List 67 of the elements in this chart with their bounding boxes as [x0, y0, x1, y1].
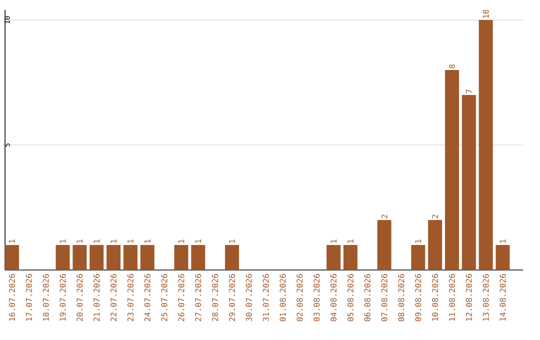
x-tick-label: 25.07.2026	[161, 274, 168, 322]
data-label: 1	[229, 240, 235, 243]
x-tick-label: 10.08.2026	[432, 274, 438, 321]
x-tick-label: 23.07.2026	[127, 274, 134, 322]
bar	[56, 245, 70, 270]
bar	[72, 245, 87, 270]
data-label: 2	[432, 214, 438, 218]
x-tick-label: 20.07.2026	[76, 274, 83, 322]
x-tick-label: 18.07.2026	[42, 274, 49, 321]
data-label: 7	[466, 90, 472, 94]
x-tick-label: 17.07.2026	[26, 274, 32, 321]
data-label: 8	[448, 64, 456, 68]
data-label: 1	[9, 240, 15, 243]
x-tick-label: 31.07.2026	[262, 274, 269, 322]
bar	[90, 245, 104, 270]
data-label: 1	[76, 240, 83, 243]
bar	[478, 20, 493, 270]
x-tick-label: 26.07.2026	[178, 274, 184, 322]
data-label: 1	[330, 240, 336, 243]
x-tick-label: 02.08.2026	[296, 274, 303, 322]
x-tick-label: 14.08.2026	[500, 274, 506, 321]
bar	[326, 245, 341, 270]
x-tick-label: 11.08.2026	[448, 274, 456, 321]
bar	[191, 245, 206, 270]
x-tick-label: 03.08.2026	[314, 274, 320, 322]
bar	[496, 245, 510, 270]
x-tick-label: 06.08.2026	[364, 274, 370, 322]
x-tick-label: 30.07.2026	[246, 274, 252, 322]
x-tick-label: 27.07.2026	[195, 274, 202, 322]
bar	[140, 245, 154, 270]
data-label: 1	[128, 240, 134, 243]
x-tick-label: 09.08.2026	[415, 274, 422, 322]
data-label: 1	[60, 240, 66, 243]
bar	[343, 245, 358, 270]
x-tick-label: 12.08.2026	[466, 274, 472, 321]
bar	[5, 245, 19, 270]
data-label: 2	[381, 214, 388, 218]
bar	[123, 245, 138, 270]
data-label: 1	[94, 240, 100, 243]
x-tick-label: 01.08.2026	[280, 274, 286, 322]
data-label: 1	[195, 240, 202, 243]
x-tick-label: 22.07.2026	[110, 274, 117, 322]
x-tick-label: 19.07.2026	[60, 274, 66, 321]
bar	[444, 70, 459, 270]
data-label: 1	[348, 240, 354, 243]
x-tick-label: 28.07.2026	[212, 274, 218, 322]
x-tick-label: 29.07.2026	[228, 274, 236, 322]
x-tick-label: 24.07.2026	[144, 274, 150, 322]
bar	[428, 220, 442, 270]
x-tick-label: 21.07.2026	[94, 274, 100, 322]
x-tick-label: 04.08.2026	[330, 274, 337, 322]
data-label: 1	[415, 240, 422, 243]
bar	[174, 245, 188, 270]
bar	[411, 245, 426, 270]
data-label: 1	[178, 240, 184, 243]
x-tick-label: 13.08.2026	[482, 274, 489, 321]
x-tick-label: 16.07.2026	[8, 274, 16, 321]
x-tick-label: 07.08.2026	[381, 274, 388, 322]
bar	[377, 220, 392, 270]
data-label: 1	[144, 240, 150, 243]
data-label: 1	[500, 240, 506, 243]
data-label: 1	[110, 240, 116, 243]
bar	[106, 245, 121, 270]
bar	[225, 245, 239, 270]
x-tick-label: 08.08.2026	[398, 274, 404, 322]
x-tick-label: 05.08.2026	[347, 274, 354, 322]
bar	[462, 94, 476, 270]
